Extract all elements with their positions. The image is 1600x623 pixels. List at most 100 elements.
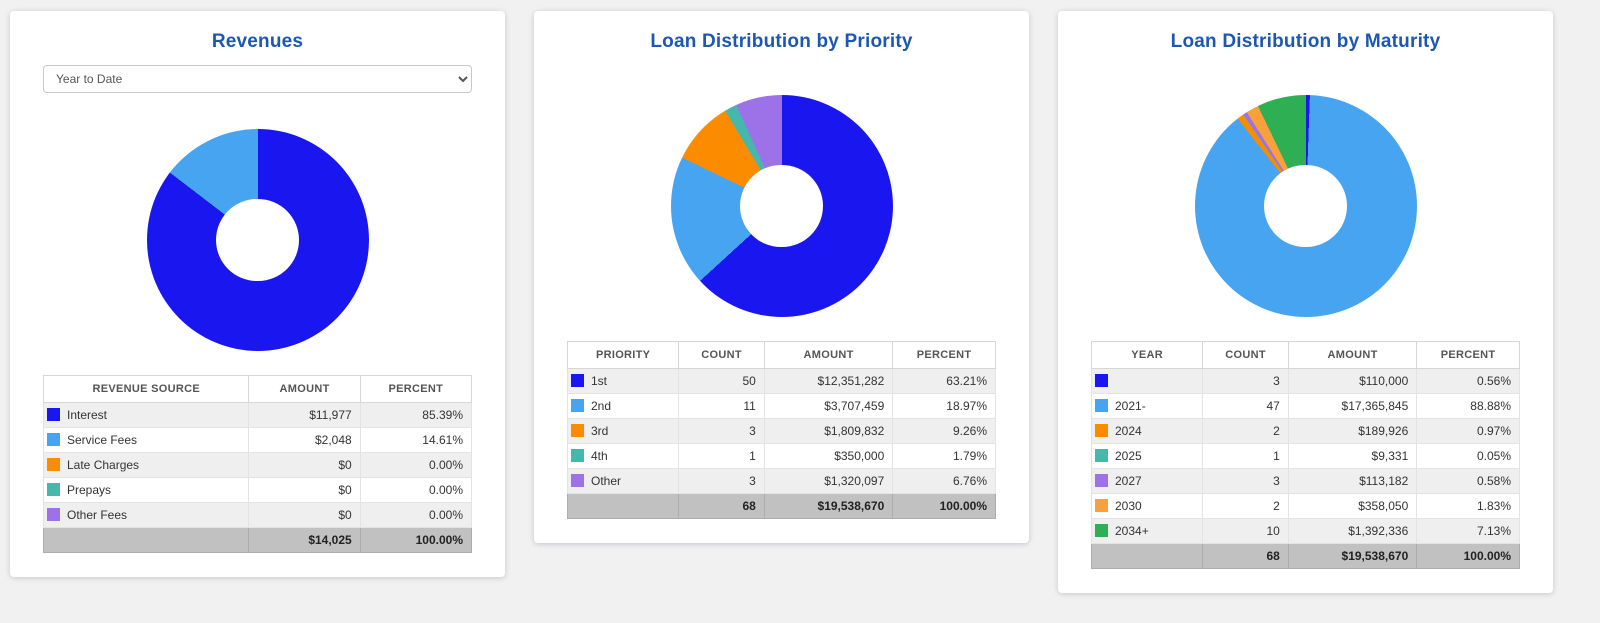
value-cell: $1,320,097 [763,468,894,494]
summary-table: YEAR COUNT AMOUNT PERCENT 3 $110,000 0.56% 202… [1090,341,1520,569]
total-row: $14,025 100.00% [42,527,473,553]
table-row: 2021- 47 $17,365,845 88.88% [1090,393,1520,419]
value-cell: 88.88% [1416,393,1520,419]
total-value-cell: 100.00% [1416,543,1520,569]
column-header: AMOUNT [1287,341,1418,369]
value-cell: 47 [1202,393,1289,419]
value-cell: 3 [1202,468,1289,494]
label-cell: 2nd [566,393,680,419]
row-label: Other [591,474,622,488]
dashboard-card: Revenues Year to Date REVENUE SOURCE AMOU… [10,11,505,577]
value-cell: $113,182 [1287,468,1418,494]
value-cell: $0 [248,502,361,528]
legend-swatch [1095,499,1108,512]
value-cell: 0.05% [1416,443,1520,469]
total-row: 68 $19,538,670 100.00% [566,493,996,519]
legend-swatch [47,408,60,421]
value-cell: $17,365,845 [1287,393,1418,419]
value-cell: $2,048 [248,427,361,453]
legend-swatch [571,449,584,462]
label-cell: 2034+ [1090,518,1204,544]
donut-chart [1194,95,1417,317]
label-cell: 4th [566,443,680,469]
value-cell: 2 [1202,493,1289,519]
total-label-cell [566,493,680,519]
period-select[interactable]: Year to Date [43,65,472,93]
legend-swatch [571,474,584,487]
row-label: 2021- [1115,399,1146,413]
total-value-cell: $14,025 [248,527,361,553]
label-cell: Other Fees [42,502,250,528]
value-cell: 0.56% [1416,368,1520,394]
row-label: 2027 [1115,474,1142,488]
value-cell: 85.39% [359,402,473,428]
table-head: YEAR COUNT AMOUNT PERCENT [1090,341,1520,369]
table-body: 3 $110,000 0.56% 2021- 47 $17,365,845 88.88% 20… [1090,368,1520,569]
donut-chart-wrap [1091,65,1520,341]
summary-table: PRIORITY COUNT AMOUNT PERCENT 1st 50 $12,351,… [566,341,996,519]
donut-chart [670,95,893,317]
value-cell: 2 [1202,418,1289,444]
value-cell: 10 [1202,518,1289,544]
total-value-cell: $19,538,670 [1287,543,1418,569]
column-header: COUNT [1202,341,1289,369]
table-row: 2025 1 $9,331 0.05% [1090,443,1520,469]
legend-swatch [1095,524,1108,537]
column-header: YEAR [1090,341,1204,369]
card-title: Loan Distribution by Priority [650,31,913,52]
value-cell: 0.00% [359,477,473,503]
table-row: 3 $110,000 0.56% [1090,368,1520,394]
legend-swatch [571,374,584,387]
column-header: AMOUNT [763,341,894,369]
legend-swatch [47,458,60,471]
table-row: 2027 3 $113,182 0.58% [1090,468,1520,494]
table-head: PRIORITY COUNT AMOUNT PERCENT [566,341,996,369]
row-label: 2nd [591,399,612,413]
legend-swatch [1095,449,1108,462]
value-cell: $1,392,336 [1287,518,1418,544]
table-row: 3rd 3 $1,809,832 9.26% [566,418,996,444]
label-cell: 2025 [1090,443,1204,469]
legend-swatch [571,424,584,437]
table-row: Prepays $0 0.00% [42,477,473,503]
value-cell: $350,000 [763,443,894,469]
row-label: Other Fees [67,508,128,522]
table-header-row: YEAR COUNT AMOUNT PERCENT [1090,341,1520,369]
total-value-cell: $19,538,670 [763,493,894,519]
table-row: 2030 2 $358,050 1.83% [1090,493,1520,519]
total-value-cell: 100.00% [892,493,996,519]
label-cell: Service Fees [42,427,250,453]
value-cell: $11,977 [248,402,361,428]
table-row: 2034+ 10 $1,392,336 7.13% [1090,518,1520,544]
table-row: 2nd 11 $3,707,459 18.97% [566,393,996,419]
value-cell: $9,331 [1287,443,1418,469]
table-row: Service Fees $2,048 14.61% [42,427,473,453]
total-value-cell: 68 [678,493,765,519]
card-title: Revenues [211,31,304,52]
dashboard-cards-container: Revenues Year to Date REVENUE SOURCE AMOU… [10,11,1553,593]
total-value-cell: 68 [1202,543,1289,569]
table-row: Other 3 $1,320,097 6.76% [566,468,996,494]
donut-chart-wrap [43,99,472,375]
table-row: 4th 1 $350,000 1.79% [566,443,996,469]
card-title: Loan Distribution by Maturity [1170,31,1441,52]
legend-swatch [1095,374,1108,387]
legend-swatch [1095,424,1108,437]
table-header-row: PRIORITY COUNT AMOUNT PERCENT [566,341,996,369]
value-cell: 50 [678,368,765,394]
value-cell: 3 [678,468,765,494]
value-cell: 3 [678,418,765,444]
legend-swatch [1095,474,1108,487]
column-header: AMOUNT [248,375,361,403]
column-header: PERCENT [1416,341,1520,369]
value-cell: 1 [678,443,765,469]
table-row: Interest $11,977 85.39% [42,402,473,428]
table-body: Interest $11,977 85.39% Service Fees $2,048 1… [42,402,473,553]
table-row: Late Charges $0 0.00% [42,452,473,478]
value-cell: 1.83% [1416,493,1520,519]
donut-chart-wrap [567,65,996,341]
table-row: 2024 2 $189,926 0.97% [1090,418,1520,444]
value-cell: $12,351,282 [763,368,894,394]
legend-swatch [1095,399,1108,412]
row-label: Service Fees [67,433,138,447]
